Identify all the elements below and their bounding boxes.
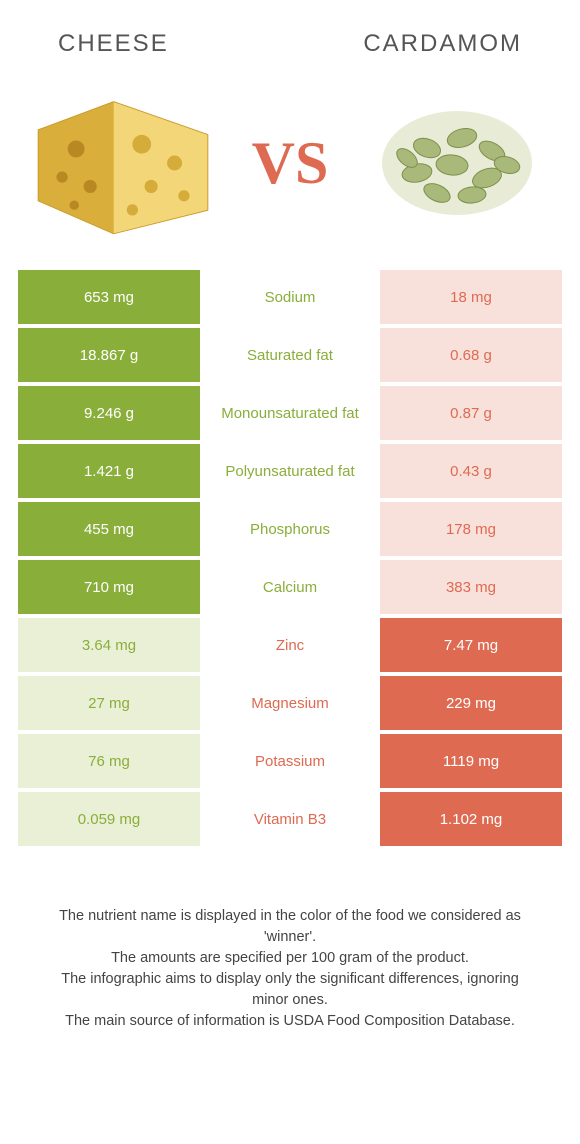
nutrient-row: 710 mgCalcium383 mg — [18, 560, 562, 614]
left-value: 653 mg — [18, 270, 200, 324]
left-value: 3.64 mg — [18, 618, 200, 672]
nutrient-name: Calcium — [200, 560, 380, 614]
titles-row: Cheese Cardamom — [18, 20, 562, 88]
cheese-image — [28, 88, 218, 238]
right-value: 383 mg — [380, 560, 562, 614]
nutrient-name: Phosphorus — [200, 502, 380, 556]
hero-row: VS — [18, 88, 562, 270]
right-value: 7.47 mg — [380, 618, 562, 672]
nutrient-row: 0.059 mgVitamin B31.102 mg — [18, 792, 562, 846]
nutrient-row: 1.421 gPolyunsaturated fat0.43 g — [18, 444, 562, 498]
right-value: 178 mg — [380, 502, 562, 556]
right-value: 1.102 mg — [380, 792, 562, 846]
nutrient-name: Sodium — [200, 270, 380, 324]
nutrient-name: Saturated fat — [200, 328, 380, 382]
left-value: 27 mg — [18, 676, 200, 730]
footnotes: The nutrient name is displayed in the co… — [18, 846, 562, 1032]
left-value: 1.421 g — [18, 444, 200, 498]
nutrient-row: 455 mgPhosphorus178 mg — [18, 502, 562, 556]
cardamom-image — [362, 88, 552, 238]
right-value: 229 mg — [380, 676, 562, 730]
left-food-title: Cheese — [58, 30, 169, 58]
right-value: 0.68 g — [380, 328, 562, 382]
footnote-line: The amounts are specified per 100 gram o… — [42, 948, 538, 969]
nutrient-name: Magnesium — [200, 676, 380, 730]
right-value: 0.43 g — [380, 444, 562, 498]
footnote-line: The nutrient name is displayed in the co… — [42, 906, 538, 948]
nutrient-row: 3.64 mgZinc7.47 mg — [18, 618, 562, 672]
nutrient-row: 27 mgMagnesium229 mg — [18, 676, 562, 730]
nutrient-name: Monounsaturated fat — [200, 386, 380, 440]
right-food-title: Cardamom — [363, 30, 522, 58]
nutrient-name: Polyunsaturated fat — [200, 444, 380, 498]
right-value: 0.87 g — [380, 386, 562, 440]
vs-label: VS — [252, 129, 329, 198]
nutrient-row: 18.867 gSaturated fat0.68 g — [18, 328, 562, 382]
nutrient-name: Potassium — [200, 734, 380, 788]
footnote-line: The infographic aims to display only the… — [42, 969, 538, 1011]
left-value: 0.059 mg — [18, 792, 200, 846]
right-value: 1119 mg — [380, 734, 562, 788]
nutrient-name: Zinc — [200, 618, 380, 672]
nutrient-name: Vitamin B3 — [200, 792, 380, 846]
nutrient-row: 653 mgSodium18 mg — [18, 270, 562, 324]
footnote-line: The main source of information is USDA F… — [42, 1011, 538, 1032]
left-value: 18.867 g — [18, 328, 200, 382]
nutrient-row: 76 mgPotassium1119 mg — [18, 734, 562, 788]
nutrient-row: 9.246 gMonounsaturated fat0.87 g — [18, 386, 562, 440]
nutrient-table: 653 mgSodium18 mg18.867 gSaturated fat0.… — [18, 270, 562, 846]
left-value: 76 mg — [18, 734, 200, 788]
left-value: 9.246 g — [18, 386, 200, 440]
comparison-infographic: Cheese Cardamom VS — [0, 0, 580, 1032]
left-value: 710 mg — [18, 560, 200, 614]
left-value: 455 mg — [18, 502, 200, 556]
right-value: 18 mg — [380, 270, 562, 324]
